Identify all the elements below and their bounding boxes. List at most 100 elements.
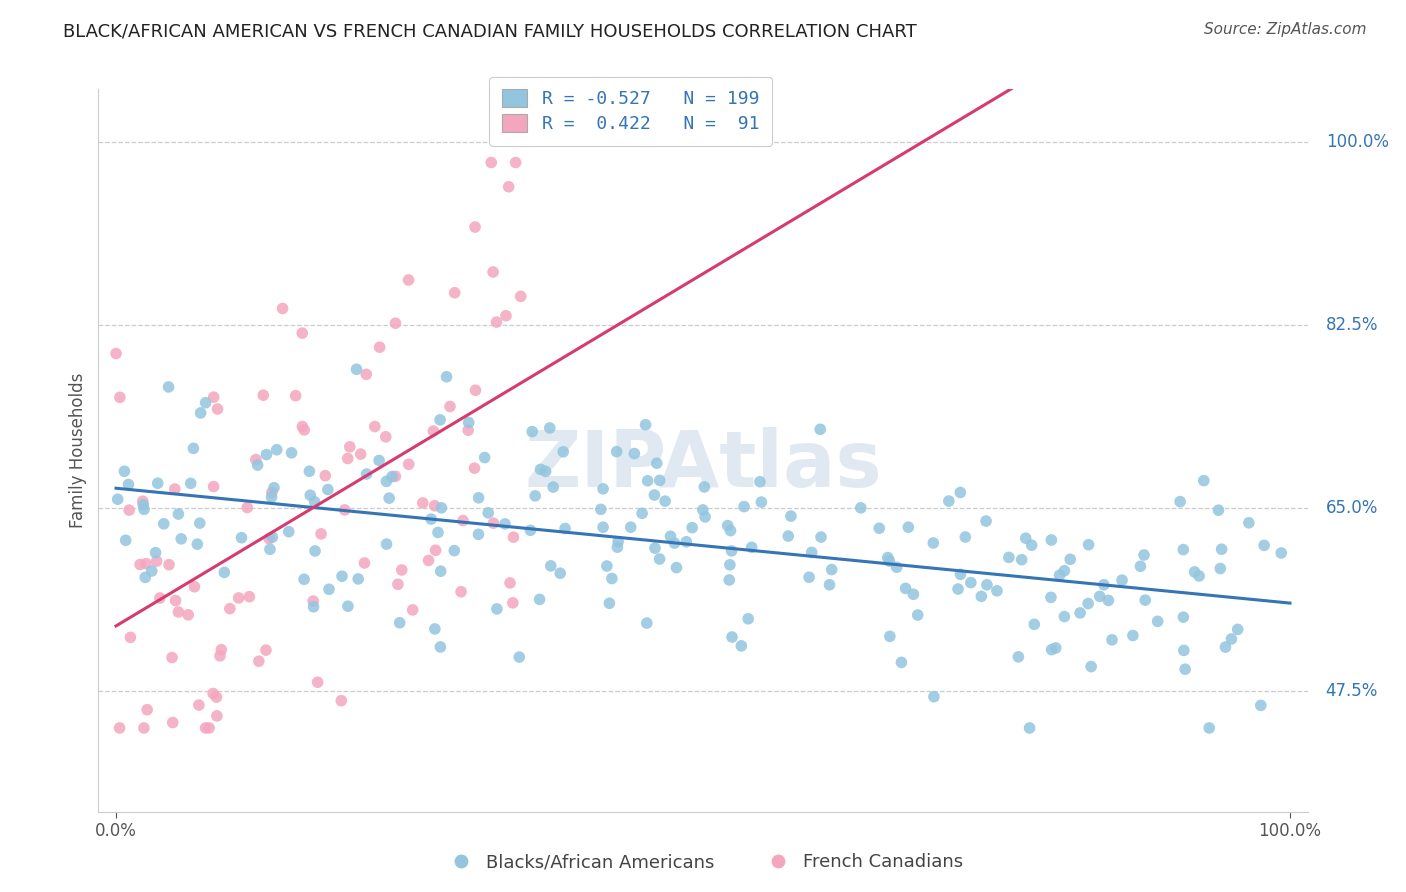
Point (485, 315, 508, 329)
Point (280, 446, 302, 460)
Point (1040, 533, 1063, 547)
Point (292, 572, 315, 586)
Point (720, 524, 742, 538)
Point (266, 442, 288, 457)
Point (228, 591, 250, 605)
Point (1053, 564, 1076, 578)
Legend: R = -0.527   N = 199, R =  0.422   N =  91: R = -0.527 N = 199, R = 0.422 N = 91 (489, 77, 772, 145)
Point (1015, 531, 1038, 545)
Point (821, 563, 844, 577)
Point (436, 369, 458, 384)
Point (718, 558, 741, 572)
Point (117, 477, 139, 491)
Point (152, 516, 174, 531)
Point (330, 569, 353, 583)
Point (482, 516, 505, 530)
Point (257, 532, 280, 546)
Point (1111, 573, 1133, 587)
Point (183, 580, 205, 594)
Point (202, 686, 225, 700)
Point (659, 529, 682, 543)
Point (485, 602, 508, 616)
Point (149, 591, 172, 605)
Point (256, 448, 278, 462)
Point (606, 444, 628, 458)
Point (922, 690, 945, 704)
Point (479, 155, 502, 169)
Point (194, 396, 217, 410)
Point (1045, 640, 1067, 655)
Point (120, 631, 142, 645)
Point (304, 544, 326, 558)
Point (541, 480, 564, 494)
Point (890, 656, 912, 670)
Point (190, 406, 212, 420)
Point (733, 500, 755, 514)
Point (818, 578, 841, 592)
Point (554, 522, 576, 536)
Point (381, 469, 404, 483)
Point (205, 690, 228, 704)
Point (780, 509, 803, 524)
Point (894, 582, 917, 596)
Point (318, 582, 340, 597)
Point (163, 482, 186, 496)
Point (183, 442, 205, 456)
Point (132, 502, 155, 516)
Point (330, 693, 353, 707)
Point (464, 384, 486, 398)
Point (302, 594, 325, 608)
Point (808, 422, 831, 436)
Point (522, 425, 544, 439)
Point (524, 489, 547, 503)
Point (1188, 569, 1211, 583)
Point (202, 390, 225, 404)
Text: 82.5%: 82.5% (1326, 316, 1378, 334)
Text: Source: ZipAtlas.com: Source: ZipAtlas.com (1204, 22, 1367, 37)
Point (1173, 643, 1195, 657)
Point (162, 715, 184, 730)
Point (1088, 590, 1111, 604)
Point (388, 615, 411, 630)
Point (333, 503, 356, 517)
Point (157, 558, 180, 572)
Point (949, 567, 972, 582)
Point (375, 537, 398, 551)
Point (1021, 538, 1043, 552)
Point (430, 500, 453, 515)
Point (1040, 642, 1063, 657)
Point (356, 467, 378, 481)
Point (949, 485, 972, 500)
Point (1101, 632, 1123, 647)
Point (145, 546, 167, 560)
Point (648, 474, 671, 488)
Point (886, 560, 908, 574)
Point (636, 616, 658, 631)
Point (254, 643, 277, 657)
Point (897, 520, 920, 534)
Point (1135, 593, 1157, 607)
Point (946, 582, 969, 596)
Point (1059, 552, 1081, 566)
Point (208, 648, 231, 663)
Point (170, 532, 193, 546)
Point (998, 550, 1021, 565)
Point (368, 340, 391, 354)
Text: ZIPAtlas: ZIPAtlas (524, 427, 882, 503)
Point (157, 380, 180, 394)
Point (443, 285, 465, 300)
Point (412, 496, 434, 510)
Point (167, 507, 190, 521)
Point (336, 599, 359, 614)
Point (423, 499, 446, 513)
Point (457, 423, 479, 437)
Text: 100.0%: 100.0% (1326, 133, 1389, 151)
Point (502, 596, 524, 610)
Point (1215, 640, 1237, 654)
Point (534, 464, 557, 478)
Point (675, 534, 697, 549)
Point (292, 423, 315, 437)
Point (1069, 606, 1091, 620)
Point (364, 419, 387, 434)
Point (118, 503, 141, 517)
